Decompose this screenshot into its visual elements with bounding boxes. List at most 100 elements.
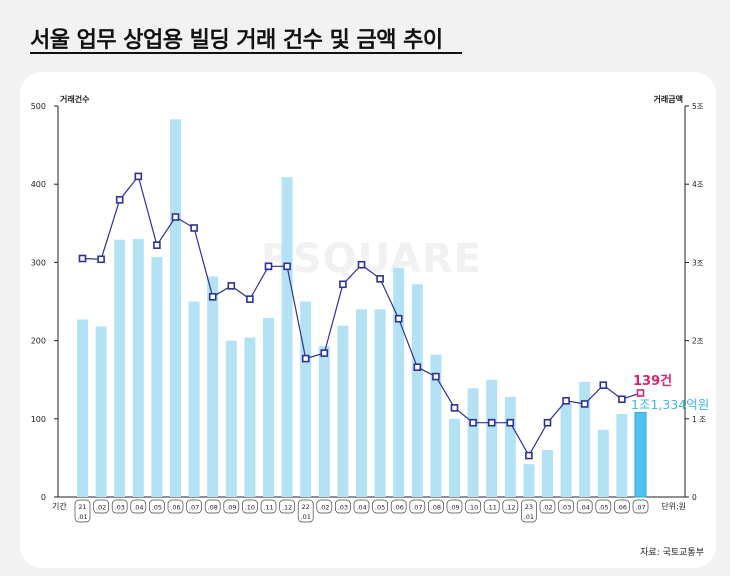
bar-23.03: [560, 403, 572, 497]
x-tick-box: [130, 499, 147, 514]
line-point-21.06: [171, 213, 180, 221]
x-tick-label: .05: [152, 504, 162, 512]
x-tick-box: [372, 499, 388, 514]
x-tick-label: .02: [96, 504, 106, 512]
line-point-22.04: [357, 260, 366, 269]
x-tick-year: 22: [302, 503, 310, 511]
line-point-22.06: [394, 314, 403, 323]
line-point-22.05: [376, 275, 384, 283]
x-tick-box: [539, 499, 556, 514]
line-point-23.06: [618, 395, 626, 404]
line-point-22.03: [339, 280, 347, 289]
x-tick-box: [204, 499, 221, 514]
bar-21.08: [207, 276, 219, 497]
x-tick-label: .03: [561, 504, 571, 512]
line-point-21.12: [283, 262, 291, 271]
x-tick-label: .07: [412, 504, 422, 512]
left-tick-label: 500: [31, 102, 46, 111]
bar-21.11: [263, 317, 274, 497]
x-tick-label: .02: [319, 504, 329, 512]
x-tick-label: .07: [635, 504, 645, 512]
x-tick-box: [260, 499, 277, 514]
x-tick-year: 23: [525, 503, 533, 511]
line-point-21.07: [190, 224, 198, 232]
x-tick-year: 21: [78, 503, 86, 511]
line-point-23.02: [543, 418, 552, 427]
bar-22.07: [411, 284, 423, 497]
bar-22.08: [430, 354, 442, 497]
bar-21.10: [244, 337, 256, 497]
x-tick-box: [111, 499, 128, 514]
watermark: RSQUARE: [261, 236, 482, 282]
bar-22.01: [300, 301, 312, 497]
x-tick-label: .12: [505, 504, 515, 512]
x-tick-label: .10: [468, 504, 478, 512]
x-tick-box: [576, 499, 593, 514]
x-tick-label: .02: [542, 504, 552, 512]
x-tick-box: [93, 499, 109, 514]
x-tick-box: [390, 499, 407, 514]
line-point-21.03: [115, 196, 124, 204]
bar-22.11: [486, 379, 498, 497]
line-point-21.05: [153, 241, 161, 249]
bar-23.01: [523, 464, 535, 497]
x-tick-label: .06: [170, 504, 180, 512]
line-point-21.02: [97, 255, 105, 264]
bar-23.04: [579, 382, 591, 497]
bar-21.12: [281, 177, 293, 498]
x-tick-box: [502, 499, 519, 514]
bar-22.09: [449, 418, 460, 497]
bar-21.05: [151, 256, 163, 497]
x-tick-box: [558, 499, 574, 514]
x-tick-label: .03: [115, 504, 125, 512]
line-point-22.02: [320, 349, 329, 357]
line-point-23.01: [525, 451, 533, 460]
line-point-21.01: [78, 254, 87, 263]
x-tick-box: [465, 499, 481, 514]
line-point-23.05: [599, 381, 608, 389]
x-tick-label: .04: [580, 504, 590, 512]
bar-21.04: [132, 238, 144, 497]
annotation-count: 139건: [633, 373, 672, 389]
bar-23.06: [616, 414, 628, 497]
x-tick-box: [353, 499, 370, 514]
bar-21.07: [188, 301, 200, 497]
line-point-22.08: [432, 372, 440, 381]
bar-22.10: [467, 388, 479, 497]
x-tick-label: .01: [77, 513, 87, 521]
bar-22.06: [393, 267, 405, 497]
x-tick-box: [149, 499, 165, 514]
x-tick-label: .05: [598, 504, 608, 512]
x-tick-label: .01: [524, 513, 534, 521]
x-tick-label: .12: [282, 504, 292, 512]
line-point-21.11: [264, 262, 273, 271]
bar-21.03: [114, 239, 126, 498]
line-point-22.10: [469, 418, 477, 427]
left-tick-label: 0: [41, 493, 46, 502]
x-tick-box: [483, 499, 500, 514]
left-tick-label: 100: [31, 415, 46, 424]
bar-21.01: [77, 319, 88, 497]
left-tick-label: 200: [31, 337, 46, 346]
right-tick-label: 1 조: [692, 415, 706, 424]
line-point-23.04: [580, 400, 589, 408]
x-tick-box: [335, 499, 351, 514]
chart-title: 서울 업무 상업용 빌딩 거래 건수 및 금액 추이: [30, 28, 443, 53]
unit-label: 단위:원: [661, 501, 686, 511]
bar-23.02: [542, 450, 553, 497]
x-tick-label: .07: [189, 504, 199, 512]
x-tick-box: [316, 499, 333, 514]
x-tick-box: [614, 499, 630, 514]
x-tick-label: .05: [375, 504, 385, 512]
left-tick-label: 400: [31, 180, 46, 189]
x-tick-box: [521, 499, 537, 523]
x-tick-label: .06: [617, 504, 627, 512]
bar-23.07: [634, 412, 647, 498]
right-tick-label: 3조: [692, 258, 704, 267]
bar-22.05: [374, 309, 386, 497]
right-tick-label: 2조: [692, 337, 704, 346]
x-tick-box: [595, 499, 612, 514]
bar-22.04: [356, 309, 367, 497]
x-tick-box: [223, 499, 240, 514]
right-axis-label: 거래금액: [654, 94, 683, 104]
